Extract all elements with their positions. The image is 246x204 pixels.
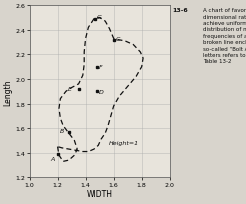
Text: F: F xyxy=(99,65,103,70)
Text: A: A xyxy=(50,157,54,162)
Text: 13-6: 13-6 xyxy=(172,8,188,13)
Text: C: C xyxy=(116,37,120,42)
Text: Height=1: Height=1 xyxy=(108,141,138,146)
Text: E: E xyxy=(68,87,72,92)
Text: B: B xyxy=(60,129,64,133)
Y-axis label: Length: Length xyxy=(4,79,13,105)
Text: G: G xyxy=(97,15,102,20)
Text: A chart of favorable room
dimensional ratios to
achieve uniform
distribution of : A chart of favorable room dimensional ra… xyxy=(203,8,246,64)
Text: D: D xyxy=(99,89,104,94)
X-axis label: WIDTH: WIDTH xyxy=(87,189,113,198)
